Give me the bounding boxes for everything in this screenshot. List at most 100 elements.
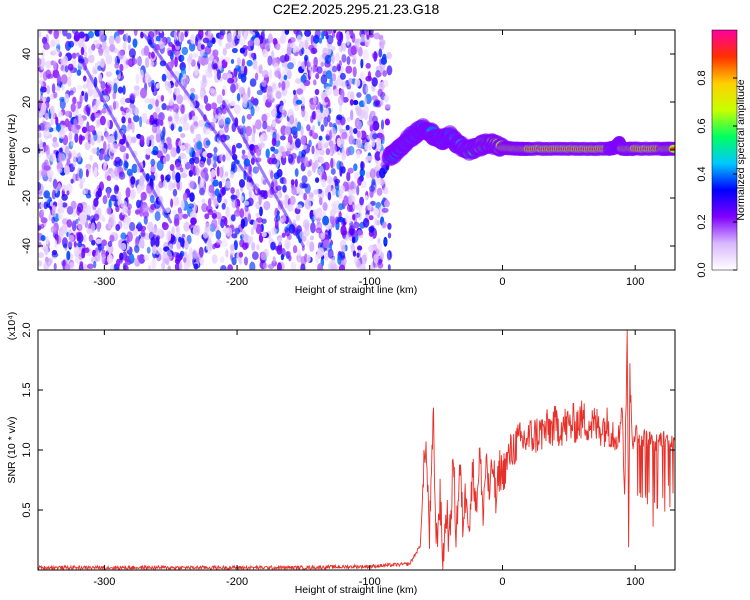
noise-blob bbox=[275, 185, 282, 191]
noise-blob bbox=[87, 30, 94, 39]
noise-blob bbox=[241, 149, 246, 155]
noise-blob bbox=[127, 207, 131, 217]
noise-blob bbox=[91, 43, 96, 51]
noise-blob bbox=[206, 152, 213, 159]
noise-blob bbox=[277, 237, 283, 246]
noise-blob bbox=[241, 229, 247, 238]
noise-blob bbox=[123, 160, 129, 171]
noise-blob bbox=[149, 98, 156, 105]
noise-blob bbox=[199, 90, 205, 98]
noise-blob bbox=[96, 146, 100, 157]
noise-blob bbox=[151, 79, 155, 86]
noise-blob bbox=[38, 241, 42, 248]
noise-blob bbox=[51, 83, 56, 94]
noise-blob bbox=[117, 30, 125, 35]
noise-blob bbox=[270, 170, 274, 180]
noise-blob bbox=[243, 158, 251, 167]
x-tick-label: -100 bbox=[359, 576, 381, 588]
noise-blob bbox=[81, 90, 85, 97]
noise-blob bbox=[68, 40, 75, 48]
noise-blob bbox=[216, 94, 223, 105]
noise-blob bbox=[244, 204, 249, 212]
noise-blob bbox=[155, 30, 159, 35]
noise-blob bbox=[249, 78, 257, 87]
noise-blob bbox=[50, 226, 57, 234]
noise-blob bbox=[362, 49, 370, 61]
colorbar: 0.0 0.2 0.4 0.6 0.8 Normalized spectral ampl… bbox=[696, 29, 747, 278]
noise-blob bbox=[55, 116, 59, 126]
noise-blob bbox=[284, 227, 291, 237]
noise-blob bbox=[45, 258, 52, 267]
noise-blob bbox=[282, 151, 286, 159]
noise-blob bbox=[364, 195, 368, 201]
noise-blob bbox=[229, 101, 236, 107]
x-tick-label: 0 bbox=[499, 276, 505, 288]
noise-blob bbox=[282, 98, 287, 104]
noise-blob bbox=[55, 124, 62, 132]
y-tick-label: 1.0 bbox=[21, 442, 33, 457]
noise-blob bbox=[377, 88, 383, 97]
noise-blob bbox=[187, 56, 193, 65]
noise-blob bbox=[200, 44, 205, 50]
noise-blob bbox=[338, 45, 343, 53]
noise-blob bbox=[341, 147, 345, 156]
noise-blob bbox=[170, 198, 174, 208]
noise-blob bbox=[280, 253, 284, 261]
noise-blob bbox=[208, 184, 215, 194]
x-tick-label: -200 bbox=[226, 276, 248, 288]
noise-blob bbox=[346, 215, 353, 224]
noise-blob bbox=[341, 244, 346, 253]
noise-blob bbox=[365, 62, 371, 69]
noise-blob bbox=[253, 37, 261, 46]
noise-blob bbox=[67, 76, 72, 87]
noise-blob bbox=[373, 253, 379, 264]
noise-blob bbox=[93, 260, 97, 269]
noise-blob bbox=[114, 156, 122, 165]
noise-blob bbox=[320, 74, 328, 85]
noise-blob bbox=[207, 238, 212, 249]
noise-blob bbox=[337, 255, 342, 265]
noise-blob bbox=[193, 263, 199, 270]
noise-blob bbox=[317, 140, 322, 150]
noise-blob bbox=[190, 217, 197, 225]
noise-blob bbox=[347, 167, 354, 174]
noise-blob bbox=[316, 168, 321, 175]
noise-blob bbox=[67, 234, 75, 242]
noise-blob bbox=[101, 108, 107, 114]
noise-blob bbox=[61, 202, 68, 208]
noise-blob bbox=[326, 34, 334, 45]
noise-blob bbox=[386, 250, 393, 261]
noise-blob bbox=[340, 225, 347, 236]
noise-blob bbox=[319, 149, 325, 156]
noise-blob bbox=[348, 30, 353, 37]
noise-blob bbox=[60, 74, 68, 85]
noise-blob bbox=[58, 111, 63, 118]
noise-blob bbox=[380, 119, 385, 130]
noise-blob bbox=[265, 42, 271, 50]
noise-blob bbox=[380, 252, 384, 261]
noise-blob bbox=[52, 178, 58, 189]
noise-blob bbox=[101, 239, 107, 247]
noise-blob bbox=[230, 194, 238, 200]
noise-blob bbox=[315, 253, 319, 264]
noise-blob bbox=[349, 126, 353, 137]
noise-blob bbox=[295, 138, 301, 149]
noise-blob bbox=[155, 35, 161, 42]
noise-blob bbox=[166, 105, 170, 111]
noise-blob bbox=[81, 247, 86, 259]
noise-blob bbox=[113, 55, 117, 64]
noise-blob bbox=[109, 234, 115, 243]
noise-blob bbox=[345, 124, 350, 131]
noise-blob bbox=[355, 150, 361, 159]
noise-blob bbox=[317, 247, 325, 258]
noise-blob bbox=[74, 102, 78, 113]
noise-blob bbox=[241, 115, 246, 125]
noise-blob bbox=[100, 58, 105, 68]
noise-blob bbox=[352, 66, 357, 78]
noise-blob bbox=[54, 38, 60, 46]
noise-blob bbox=[120, 106, 124, 112]
noise-blob bbox=[136, 254, 141, 261]
snr-x-label: Height of straight line (km) bbox=[295, 584, 418, 596]
noise-blob bbox=[38, 252, 44, 259]
